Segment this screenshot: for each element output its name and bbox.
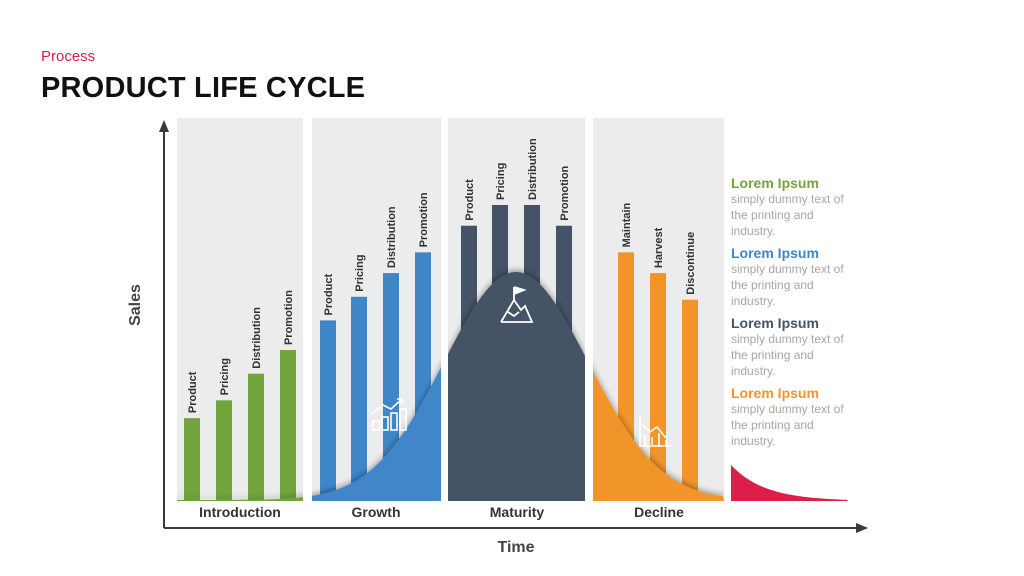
bar-label: Product xyxy=(464,179,476,221)
bar-label: Distribution xyxy=(386,206,398,268)
note-body-line: the printing and xyxy=(731,208,814,222)
note-body-line: simply dummy text of xyxy=(731,332,844,346)
bar-growth-pricing xyxy=(351,296,367,501)
note-body-line: simply dummy text of xyxy=(731,402,844,416)
bar-label: Maintain xyxy=(621,202,633,247)
note-body-line: industry. xyxy=(731,224,776,238)
bar-label: Discontinue xyxy=(685,232,697,295)
note-body-line: the printing and xyxy=(731,348,814,362)
note-title: Lorem Ipsum xyxy=(731,385,819,401)
note-maturity: Lorem Ipsum simply dummy text of the pri… xyxy=(731,315,871,379)
note-decline: Lorem Ipsum simply dummy text of the pri… xyxy=(731,385,871,449)
curve-area-maturity xyxy=(448,272,585,501)
bar-label: Distribution xyxy=(251,307,263,369)
curve-area-decline xyxy=(593,371,724,501)
growth-chart-icon xyxy=(371,398,407,431)
note-title: Lorem Ipsum xyxy=(731,175,819,191)
bar-label: Promotion xyxy=(283,290,295,345)
note-body-line: industry. xyxy=(731,294,776,308)
bar-label: Product xyxy=(187,371,199,413)
curve-tail xyxy=(731,465,848,501)
note-body-line: simply dummy text of xyxy=(731,262,844,276)
note-title: Lorem Ipsum xyxy=(731,245,819,261)
curve-area-introduction xyxy=(177,497,303,501)
bar-label: Harvest xyxy=(653,227,665,268)
stage-label-growth: Growth xyxy=(352,504,401,520)
curve-area-growth xyxy=(312,367,441,501)
bar-label: Promotion xyxy=(559,165,571,220)
bar-introduction-promotion xyxy=(280,350,296,501)
stage-label-maturity: Maturity xyxy=(490,504,545,520)
declining-chart-icon xyxy=(639,416,672,447)
section-eyebrow: Process xyxy=(41,48,96,65)
bar-growth-product xyxy=(320,320,336,501)
note-growth: Lorem Ipsum simply dummy text of the pri… xyxy=(731,245,871,309)
note-body-line: the printing and xyxy=(731,278,814,292)
page-title: PRODUCT LIFE CYCLE xyxy=(41,72,366,104)
note-body-line: industry. xyxy=(731,364,776,378)
bar-label: Pricing xyxy=(354,254,366,291)
note-title: Lorem Ipsum xyxy=(731,315,819,331)
bar-label: Product xyxy=(323,274,335,316)
bar-decline-harvest xyxy=(650,273,666,501)
note-body-line: simply dummy text of xyxy=(731,192,844,206)
bar-introduction-pricing xyxy=(216,400,232,501)
stage-label-introduction: Introduction xyxy=(199,504,281,520)
bar-label: Pricing xyxy=(219,358,231,395)
bar-growth-distribution xyxy=(383,273,399,501)
bar-introduction-distribution xyxy=(248,373,264,501)
note-introduction: Lorem Ipsum simply dummy text of the pri… xyxy=(731,175,871,239)
y-axis-label: Sales xyxy=(127,284,144,326)
bar-label: Distribution xyxy=(527,138,539,200)
bar-decline-discontinue xyxy=(682,299,698,501)
bar-introduction-product xyxy=(184,418,200,501)
bar-label: Pricing xyxy=(495,163,507,200)
x-axis-arrow xyxy=(856,523,868,533)
x-axis-label: Time xyxy=(497,539,534,556)
stage-label-decline: Decline xyxy=(634,504,684,520)
note-body-line: industry. xyxy=(731,434,776,448)
note-body-line: the printing and xyxy=(731,418,814,432)
mountain-flag-icon xyxy=(500,286,534,323)
bar-label: Promotion xyxy=(418,192,430,247)
axes xyxy=(159,120,868,533)
y-axis-arrow xyxy=(159,120,169,132)
